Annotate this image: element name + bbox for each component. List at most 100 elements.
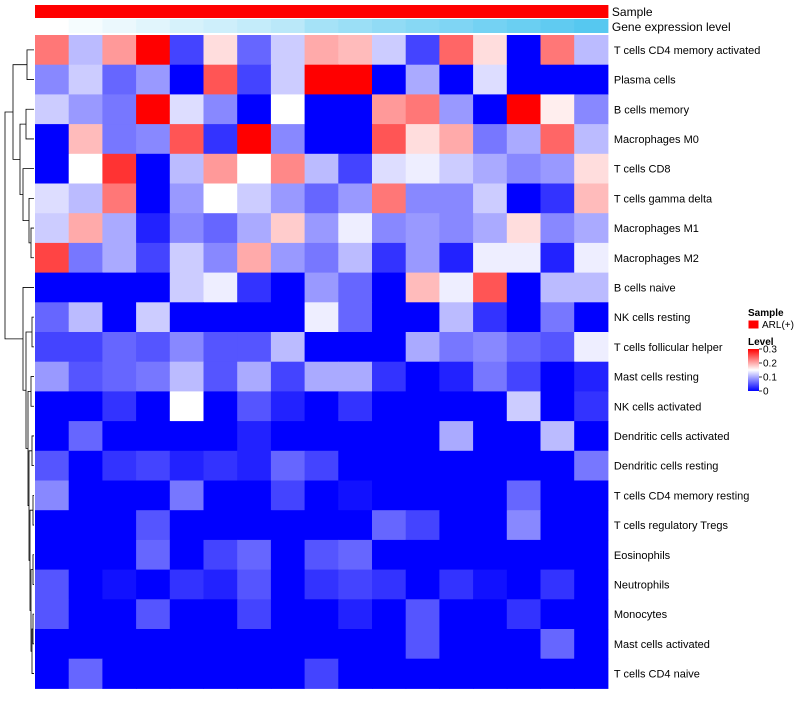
heatmap-cell	[270, 35, 306, 66]
heatmap-cell	[35, 272, 70, 303]
heatmap-cell	[203, 391, 238, 422]
heatmap-cell	[574, 94, 609, 125]
sample-annotation-cell	[439, 5, 474, 18]
heatmap-cell	[304, 302, 339, 333]
heatmap-cell	[136, 599, 171, 630]
heatmap-cell	[372, 361, 407, 392]
heatmap-cell	[304, 629, 339, 660]
row-label: Macrophages M2	[614, 253, 699, 265]
heatmap-cell	[439, 361, 474, 392]
heatmap-cell	[304, 35, 339, 66]
heatmap-cell	[169, 183, 204, 214]
heatmap-cell	[169, 153, 204, 184]
heatmap-cell	[237, 658, 272, 689]
heatmap-cell	[68, 213, 103, 244]
heatmap-cell	[136, 35, 171, 66]
heatmap-cell	[237, 480, 272, 511]
heatmap-cell	[68, 361, 103, 392]
heatmap-cell	[574, 569, 609, 600]
heatmap-cell	[270, 480, 306, 511]
heatmap-cell	[405, 332, 440, 363]
heatmap-cell	[506, 361, 541, 392]
heatmap-cell	[304, 64, 339, 95]
heatmap-cell	[270, 124, 306, 155]
heatmap-cell	[68, 94, 103, 125]
heatmap-cell	[102, 35, 137, 66]
heatmap-cell	[169, 539, 204, 571]
heatmap-cell	[473, 302, 508, 333]
heatmap-cell	[169, 391, 204, 422]
heatmap-cell	[372, 569, 407, 600]
heatmap-cell	[102, 450, 137, 481]
heatmap-cell	[540, 35, 575, 66]
heatmap-cell	[203, 242, 238, 274]
heatmap-cell	[304, 332, 339, 363]
heatmap-cell	[237, 302, 272, 333]
heatmap-cell	[136, 510, 171, 541]
heatmap-cell	[136, 629, 171, 660]
heatmap-cell	[473, 658, 508, 689]
heatmap-cell	[540, 124, 575, 155]
gene-expression-annotation-cell	[169, 19, 204, 33]
heatmap-cell	[304, 124, 339, 155]
heatmap-cell	[372, 183, 407, 214]
heatmap-cell	[473, 64, 508, 95]
sample-annotation-cell	[102, 5, 137, 18]
heatmap-cell	[136, 153, 171, 184]
heatmap-cell	[338, 510, 373, 541]
heatmap-cell	[506, 94, 541, 125]
heatmap-cell	[405, 242, 440, 274]
sample-annotation-cell	[35, 5, 70, 18]
heatmap-cell	[473, 332, 508, 363]
dendrogram-branch	[29, 509, 33, 611]
heatmap-cell	[102, 94, 137, 125]
heatmap-cell	[203, 450, 238, 481]
heatmap-cell	[540, 450, 575, 481]
heatmap-cell	[237, 361, 272, 392]
heatmap-cell	[405, 569, 440, 600]
dendrogram-branch	[32, 613, 34, 645]
heatmap-cell	[136, 391, 171, 422]
heatmap-cell	[304, 94, 339, 125]
heatmap-cell	[506, 332, 541, 363]
heatmap-cell	[203, 599, 238, 630]
gene-expression-annotation-cell	[136, 19, 171, 33]
heatmap-cell	[169, 124, 204, 155]
heatmap-cell	[439, 480, 474, 511]
gene-expression-annotation-cell	[574, 19, 609, 33]
heatmap-cell	[405, 658, 440, 689]
heatmap-cell	[304, 510, 339, 541]
heatmap-cell	[439, 658, 474, 689]
heatmap-cell	[439, 421, 474, 452]
heatmap-cell	[506, 35, 541, 66]
heatmap-cell	[304, 361, 339, 392]
heatmap-cell	[540, 64, 575, 95]
heatmap-cell	[102, 658, 137, 689]
heatmap-cell	[372, 391, 407, 422]
sample-annotation-cell	[473, 5, 508, 18]
heatmap-cell	[540, 658, 575, 689]
heatmap-cell	[68, 658, 103, 689]
heatmap-cell	[473, 629, 508, 660]
sample-annotation-cell	[68, 5, 103, 18]
heatmap-cell	[270, 391, 306, 422]
heatmap-cell	[506, 213, 541, 244]
heatmap-cell	[574, 391, 609, 422]
dendrogram-branch	[28, 197, 34, 244]
heatmap-cell	[304, 213, 339, 244]
heatmap-cell	[169, 629, 204, 660]
dendrogram-branch	[22, 168, 34, 222]
heatmap-cell	[506, 302, 541, 333]
heatmap-cell	[35, 539, 70, 571]
heatmap-cell	[506, 391, 541, 422]
heatmap-cell	[68, 242, 103, 274]
heatmap-cell	[338, 35, 373, 66]
gene-expression-annotation-cell	[372, 19, 407, 33]
heatmap-cell	[169, 510, 204, 541]
heatmap-cell	[574, 361, 609, 392]
heatmap-cell	[304, 480, 339, 511]
heatmap-cell	[35, 510, 70, 541]
heatmap-cell	[35, 242, 70, 274]
heatmap-cell	[270, 272, 306, 303]
